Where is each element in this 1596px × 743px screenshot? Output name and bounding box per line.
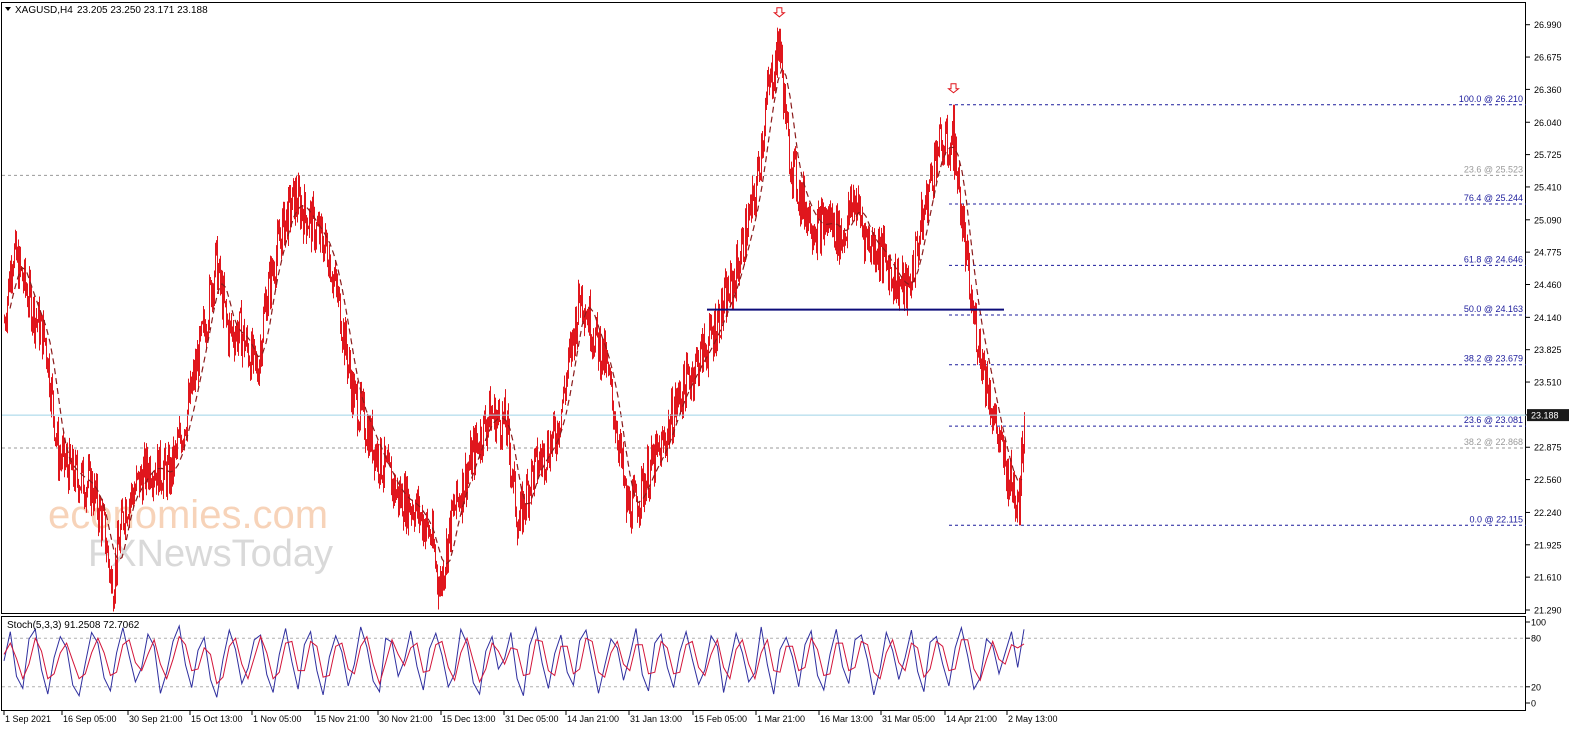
watermark-line2: FXNewsToday xyxy=(88,533,333,575)
stoch-tick-label: 100 xyxy=(1531,618,1546,628)
time-tick-label: 1 Mar 21:00 xyxy=(757,714,805,724)
stoch-tick-label: 80 xyxy=(1531,634,1541,644)
price-tick-label: 22.875 xyxy=(1534,443,1562,453)
price-tick-label: 26.675 xyxy=(1534,53,1562,63)
time-tick-label: 15 Dec 13:00 xyxy=(442,714,496,724)
time-tick-label: 14 Apr 21:00 xyxy=(946,714,997,724)
moving-average-line xyxy=(9,67,1023,566)
down-arrow-icon xyxy=(772,7,786,18)
stoch-main-line xyxy=(3,624,1025,698)
fib-label: 23.6 @ 23.081 xyxy=(1464,415,1523,425)
price-tick-label: 25.725 xyxy=(1534,150,1562,160)
price-axis: 26.990 26.675 26.360 26.040 25.725 25.410 25.0… xyxy=(1526,20,1562,616)
prior-fib-label: 23.6 @ 25.523 xyxy=(1464,164,1523,174)
price-tick-label: 24.775 xyxy=(1534,248,1562,258)
chart-symbol: XAGUSD,H4 xyxy=(15,5,73,16)
current-price-tag xyxy=(1527,409,1569,422)
time-tick-label: 31 Dec 05:00 xyxy=(505,714,559,724)
fibonacci-retracement: 23.6 @ 25.523 38.2 @ 22.868 100.0 @ 26.210… xyxy=(2,94,1526,526)
chart-header: XAGUSD,H4 23.205 23.250 23.171 23.188 xyxy=(5,5,208,16)
time-tick-label: 15 Oct 13:00 xyxy=(191,714,243,724)
main-chart-frame xyxy=(1,2,1526,614)
price-tick-label: 21.290 xyxy=(1534,606,1562,616)
fib-label: 38.2 @ 23.679 xyxy=(1464,354,1523,364)
price-tick-label: 25.090 xyxy=(1534,215,1562,225)
price-tick-label: 22.560 xyxy=(1534,475,1562,485)
fib-label: 61.8 @ 24.646 xyxy=(1464,254,1523,264)
stochastic-pane: 100 80 20 0 xyxy=(2,618,1546,709)
price-tick-label: 23.825 xyxy=(1534,345,1562,355)
peak-markers xyxy=(772,7,960,94)
price-tick-label: 21.925 xyxy=(1534,540,1562,550)
chart-ohlc: 23.205 23.250 23.171 23.188 xyxy=(77,5,208,16)
time-tick-label: 16 Sep 05:00 xyxy=(63,714,117,724)
price-tick-label: 24.460 xyxy=(1534,280,1562,290)
price-tick-label: 24.140 xyxy=(1534,313,1562,323)
time-axis: 1 Sep 2021 16 Sep 05:00 30 Sep 21:00 15 Oct… xyxy=(3,711,1058,724)
time-tick-label: 1 Sep 2021 xyxy=(5,714,51,724)
candles xyxy=(4,27,1025,612)
time-tick-label: 30 Nov 21:00 xyxy=(379,714,433,724)
stoch-tick-label: 20 xyxy=(1531,682,1541,692)
price-tick-label: 22.240 xyxy=(1534,508,1562,518)
time-tick-label: 15 Nov 21:00 xyxy=(316,714,370,724)
fib-label: 76.4 @ 25.244 xyxy=(1464,193,1523,203)
stoch-tick-label: 0 xyxy=(1531,699,1536,709)
time-tick-label: 2 May 13:00 xyxy=(1008,714,1058,724)
time-tick-label: 15 Feb 05:00 xyxy=(694,714,747,724)
stoch-label: Stoch(5,3,3) 91.2508 72.7062 xyxy=(7,620,140,631)
current-price: 23.188 xyxy=(2,409,1569,422)
prior-fib-label: 38.2 @ 22.868 xyxy=(1464,437,1523,447)
time-tick-label: 16 Mar 13:00 xyxy=(820,714,873,724)
stoch-pane-frame xyxy=(1,616,1526,711)
fib-label: 50.0 @ 24.163 xyxy=(1464,304,1523,314)
price-tick-label: 26.990 xyxy=(1534,20,1562,30)
symbol-menu-icon[interactable] xyxy=(5,7,11,11)
time-tick-label: 30 Sep 21:00 xyxy=(129,714,183,724)
time-tick-label: 1 Nov 05:00 xyxy=(253,714,302,724)
time-tick-label: 14 Jan 21:00 xyxy=(567,714,619,724)
time-tick-label: 31 Mar 05:00 xyxy=(882,714,935,724)
price-tick-label: 26.040 xyxy=(1534,118,1562,128)
price-tick-label: 21.610 xyxy=(1534,573,1562,583)
price-tick-label: 23.510 xyxy=(1534,378,1562,388)
current-price-label: 23.188 xyxy=(1531,411,1559,421)
down-arrow-icon xyxy=(947,83,960,94)
stoch-signal-line xyxy=(3,635,1025,686)
fib-label: 0.0 @ 22.115 xyxy=(1469,514,1523,524)
price-tick-label: 25.410 xyxy=(1534,182,1562,192)
fib-label: 100.0 @ 26.210 xyxy=(1459,94,1523,104)
time-tick-label: 31 Jan 13:00 xyxy=(630,714,682,724)
price-tick-label: 26.360 xyxy=(1534,85,1562,95)
